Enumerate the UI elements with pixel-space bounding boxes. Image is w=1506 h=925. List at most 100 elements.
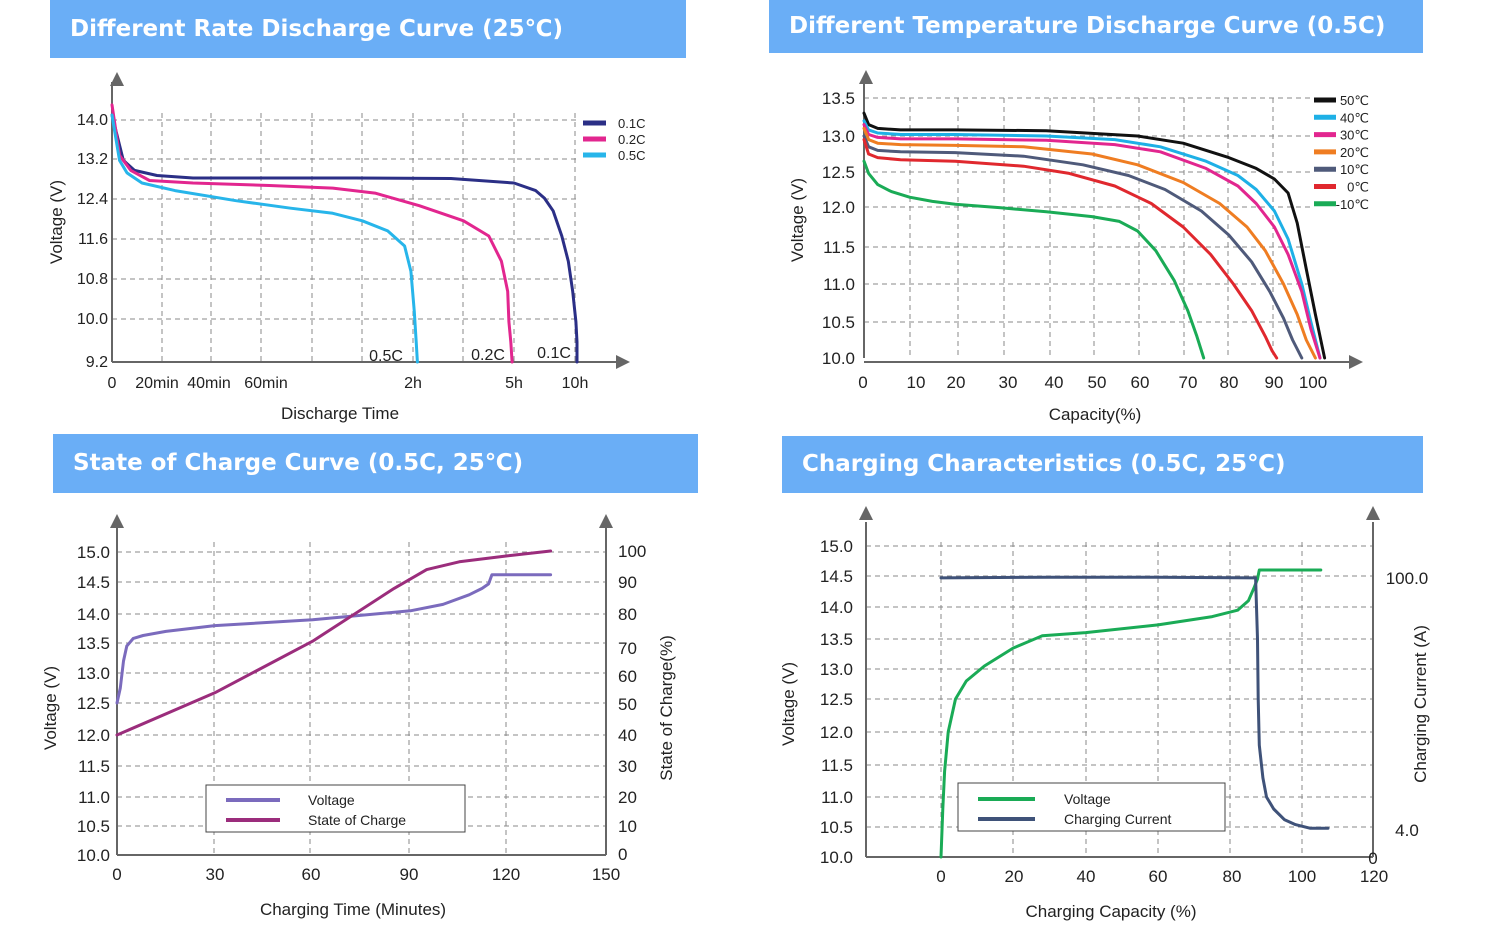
x-tick-label: 60 (302, 865, 321, 884)
y-tick-label: 15.0 (77, 543, 110, 562)
y-tick-label: 12.5 (822, 163, 855, 182)
x-tick-label: 150 (592, 865, 620, 884)
y2-tick-label: 70 (618, 639, 637, 658)
y-tick-label: 12.4 (77, 191, 108, 208)
x-tick-label: 40 (1077, 867, 1096, 886)
y-tick-label: 11.6 (78, 231, 108, 248)
y-tick-label: 10.5 (77, 817, 110, 836)
y2-tick-label: 90 (618, 573, 637, 592)
y-tick-label: 13.0 (77, 664, 110, 683)
series-line-0-1c (110, 113, 579, 364)
y-tick-label: 10.0 (77, 846, 110, 865)
state-of-charge-chart: 10.0 10.5 11.0 11.5 12.0 12.5 13.0 13.5 14.0 14.5… (41, 514, 676, 919)
rate-discharge-chart: 9.2 10.0 10.8 11.6 12.4 13.2 14.0 0 20min 40min 60… (47, 72, 645, 423)
y-axis-label: Voltage (V) (788, 178, 807, 262)
y-tick-label: 14.0 (820, 598, 853, 617)
y-tick-label: 11.0 (78, 788, 110, 807)
y-tick-label: 12.5 (820, 690, 853, 709)
y2-tick-label: 80 (618, 605, 637, 624)
legend-label: 40℃ (1340, 110, 1369, 125)
temperature-discharge-chart: 10.0 10.5 11.0 11.5 12.0 12.5 13.0 13.5 0 10 20 30 4… (788, 70, 1369, 424)
y-tick-label: 10.0 (822, 349, 855, 368)
y-tick-label: 13.0 (820, 660, 853, 679)
x-tick-label: 30 (999, 373, 1018, 392)
legend-label: 0.1C (618, 116, 645, 131)
x-tick-label: 60 (1149, 867, 1168, 886)
series-line-50 (862, 111, 1327, 360)
legend-box (957, 782, 1226, 832)
y-tick-label: 11.0 (823, 275, 855, 294)
y-axis-label: Voltage (V) (47, 180, 66, 264)
curve-annotation: 0.5C (369, 348, 403, 365)
x-tick-label: 20 (1005, 867, 1024, 886)
x-tick-label: 80 (1223, 867, 1242, 886)
x-tick-label: 40min (187, 375, 231, 392)
y-tick-label: 14.0 (77, 605, 110, 624)
y-axis-label: Voltage (V) (41, 666, 60, 750)
y-tick-label: 10.8 (77, 271, 108, 288)
x-tick-label: 0 (936, 867, 945, 886)
legend-label: 10℃ (1340, 162, 1369, 177)
y-tick-label: 12.0 (822, 198, 855, 217)
y-tick-label: 12.0 (77, 726, 110, 745)
legend-label: 0.2C (618, 132, 645, 147)
y-axis-arrow (859, 70, 873, 84)
series-line-voltage (115, 573, 553, 705)
x-axis-arrow (1349, 355, 1363, 369)
y-tick-label: 9.2 (86, 354, 108, 371)
curve-annotation: 0.2C (471, 347, 505, 364)
x-tick-label: 10h (562, 375, 589, 392)
x-tick-label: 60min (244, 375, 288, 392)
series-line-charging-current (939, 575, 1330, 830)
series-line-state-of-charge (115, 549, 553, 737)
x-axis-label: Discharge Time (281, 404, 399, 423)
y-tick-label: 10.0 (820, 848, 853, 867)
x-axis-label: Capacity(%) (1049, 405, 1142, 424)
x-tick-label: 2h (404, 375, 422, 392)
y2-tick-label: 40 (618, 726, 637, 745)
x-axis-arrow (616, 355, 630, 369)
x-tick-label: 20min (135, 375, 179, 392)
y2-tick-label: 100.0 (1386, 569, 1429, 588)
y-tick-label: 13.5 (77, 634, 110, 653)
y-tick-label: 11.5 (821, 756, 853, 775)
legend-label: 30℃ (1340, 128, 1369, 143)
y2-axis-arrow (1366, 506, 1380, 520)
x-tick-label: 0 (858, 373, 867, 392)
curve-annotation: 0.1C (537, 345, 571, 362)
y-tick-label: 11.5 (823, 238, 855, 257)
y-axis-label: Voltage (V) (779, 662, 798, 746)
series-line-0 (862, 138, 1279, 360)
y2-tick-label: 4.0 (1395, 821, 1419, 840)
temperature-discharge-panel: Different Temperature Discharge Curve (0… (753, 0, 1506, 430)
legend-label: 0℃ (1347, 180, 1369, 195)
state-of-charge-panel: State of Charge Curve (0.5C, 25℃) 10.0 10… (0, 430, 753, 925)
y-tick-label: 10.5 (822, 313, 855, 332)
x-tick-label: 120 (1360, 867, 1388, 886)
x-tick-label: 60 (1131, 373, 1150, 392)
rate-chart-title: Different Rate Discharge Curve (25℃) (50, 0, 686, 58)
y-tick-label: 14.5 (77, 573, 110, 592)
y2-tick-label: 100 (618, 542, 646, 561)
x-tick-label: 5h (505, 375, 523, 392)
y-tick-label: 14.5 (820, 567, 853, 586)
soc-chart-title: State of Charge Curve (0.5C, 25℃) (53, 434, 698, 493)
legend-label: 0.5C (618, 148, 645, 163)
rate-discharge-panel: Different Rate Discharge Curve (25℃) 9.2… (0, 0, 753, 430)
legend-label: 50℃ (1340, 93, 1369, 108)
series-line-20 (862, 126, 1317, 360)
legend-label: Voltage (1064, 791, 1111, 807)
y2-axis-label: Charging Current (A) (1411, 625, 1430, 783)
legend-label: Voltage (308, 792, 355, 808)
x-tick-label: 50 (1088, 373, 1107, 392)
x-tick-label: 100 (1288, 867, 1316, 886)
series-line-30 (862, 123, 1322, 360)
x-tick-label: 120 (492, 865, 520, 884)
x-axis-label: Charging Time (Minutes) (260, 900, 446, 919)
x-axis-label: Charging Capacity (%) (1025, 902, 1196, 921)
charge-chart-title: Charging Characteristics (0.5C, 25℃) (782, 436, 1423, 493)
y-tick-label: 13.0 (822, 127, 855, 146)
y-tick-label: 13.5 (822, 89, 855, 108)
y-tick-label: 13.2 (77, 151, 108, 168)
charging-characteristics-panel: Charging Characteristics (0.5C, 25℃) 10.… (753, 430, 1506, 925)
